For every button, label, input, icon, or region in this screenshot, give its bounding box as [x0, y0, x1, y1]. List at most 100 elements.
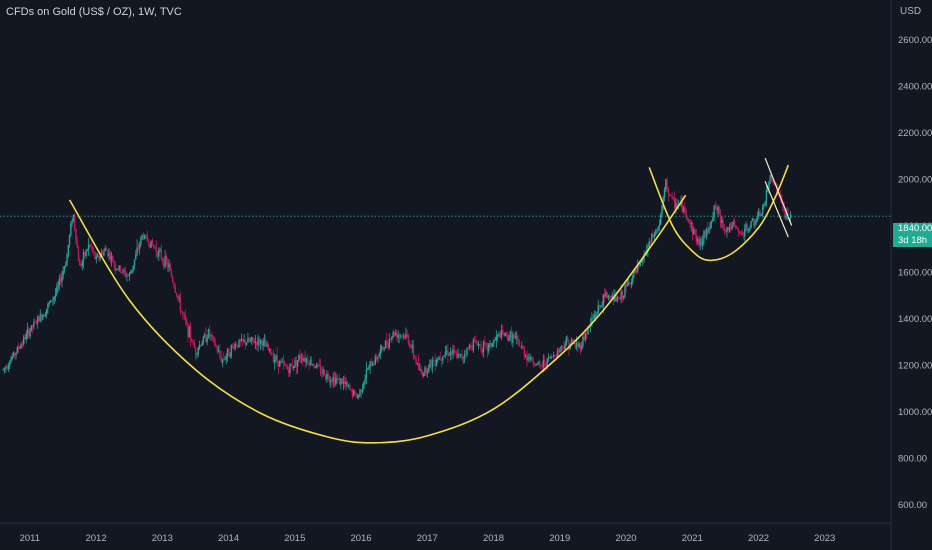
- candle-body: [425, 367, 427, 373]
- candle-body: [751, 218, 754, 222]
- candle-body: [45, 308, 48, 315]
- last-price-badge: 1840.00 3d 18h: [893, 223, 932, 247]
- candle-body: [65, 265, 67, 267]
- candle-body: [59, 278, 62, 283]
- candle-body: [253, 340, 255, 343]
- candle-body: [142, 234, 145, 239]
- candle-body: [662, 197, 664, 206]
- candle-body: [486, 343, 489, 351]
- candle-body: [217, 350, 220, 352]
- pennant-lower-line[interactable]: [764, 181, 789, 238]
- candle-body: [149, 243, 151, 248]
- candle-body: [703, 230, 705, 239]
- candle-body: [172, 276, 174, 283]
- candle-body: [593, 315, 596, 318]
- small-cup-curve[interactable]: [648, 164, 790, 262]
- candle-body: [558, 350, 560, 353]
- candle-body: [563, 346, 565, 350]
- candle-body: [189, 327, 192, 341]
- candle-body: [91, 246, 94, 251]
- candle-body: [741, 231, 743, 236]
- candle-body: [607, 295, 610, 298]
- candle-body: [154, 246, 156, 248]
- candle-body: [640, 260, 643, 263]
- candle-body: [440, 358, 443, 361]
- candle-body: [605, 292, 607, 297]
- candle-body: [15, 352, 17, 356]
- price-tick-label: 1600.00: [898, 267, 932, 278]
- candle-body: [118, 265, 120, 270]
- candle-body: [156, 252, 159, 257]
- candle-body: [180, 311, 183, 313]
- candle-body: [24, 336, 26, 340]
- candle-body: [212, 337, 215, 338]
- time-tick-label: 2014: [218, 533, 239, 544]
- candle-body: [2, 369, 5, 370]
- candle-body: [226, 348, 229, 356]
- candle-body: [577, 342, 579, 348]
- candle-body: [307, 358, 309, 364]
- candle-body: [267, 344, 269, 350]
- candle-body: [224, 359, 226, 360]
- candle-body: [270, 348, 272, 355]
- candle-body: [155, 247, 157, 253]
- price-tick-label: 1200.00: [898, 360, 932, 371]
- candle-body: [625, 285, 627, 287]
- candle-body: [374, 356, 377, 365]
- candle-body: [435, 360, 438, 367]
- candle-body: [261, 340, 263, 346]
- candlestick-series: [2, 172, 792, 400]
- candle-body: [231, 345, 234, 347]
- candle-body: [375, 356, 378, 360]
- candle-body: [430, 360, 433, 368]
- candle-body: [784, 212, 787, 219]
- candle-body: [77, 247, 80, 261]
- candle-body: [144, 235, 146, 239]
- candle-body: [412, 344, 415, 357]
- candle-body: [54, 294, 57, 297]
- candle-body: [648, 241, 650, 247]
- time-tick-label: 2015: [284, 533, 305, 544]
- candle-body: [738, 231, 741, 233]
- candle-body: [731, 223, 733, 229]
- candle-body: [351, 389, 354, 396]
- candle-body: [494, 339, 496, 341]
- candle-body: [163, 260, 165, 267]
- candle-body: [415, 358, 417, 364]
- pennant-upper-line[interactable]: [764, 157, 793, 226]
- candle-body: [772, 179, 774, 184]
- candle-body: [298, 354, 300, 361]
- candle-body: [104, 248, 106, 251]
- price-tick-label: 2200.00: [898, 128, 932, 139]
- drawing-annotations[interactable]: [68, 157, 793, 444]
- candle-body: [596, 313, 598, 316]
- candle-body: [682, 207, 685, 212]
- candle-body: [37, 316, 39, 324]
- candle-body: [324, 375, 327, 380]
- candle-body: [770, 174, 773, 180]
- candle-body: [717, 207, 719, 211]
- candle-body: [505, 332, 508, 335]
- candle-body: [484, 342, 486, 343]
- candle-body: [512, 334, 514, 343]
- candle-body: [272, 355, 275, 362]
- candle-body: [642, 259, 644, 261]
- candle-body: [174, 286, 176, 293]
- candle-body: [754, 223, 756, 226]
- large-cup-curve[interactable]: [68, 194, 687, 444]
- candle-body: [275, 355, 277, 360]
- candle-body: [439, 356, 441, 359]
- candle-body: [122, 270, 124, 273]
- price-axis[interactable]: 600.00 800.00 1000.00 1200.00 1400.00 1600.00…: [898, 35, 932, 511]
- candle-body: [461, 354, 463, 358]
- candle-body: [527, 356, 529, 361]
- candle-body: [728, 226, 731, 231]
- candle-body: [366, 369, 369, 371]
- candle-body: [117, 268, 119, 270]
- candle-body: [726, 227, 728, 232]
- time-axis[interactable]: 2011 2012 2013 2014 2015 2016 2017 2018 2019 2020…: [20, 533, 836, 544]
- candle-body: [358, 395, 360, 397]
- candle-body: [3, 367, 6, 370]
- candle-body: [326, 373, 328, 380]
